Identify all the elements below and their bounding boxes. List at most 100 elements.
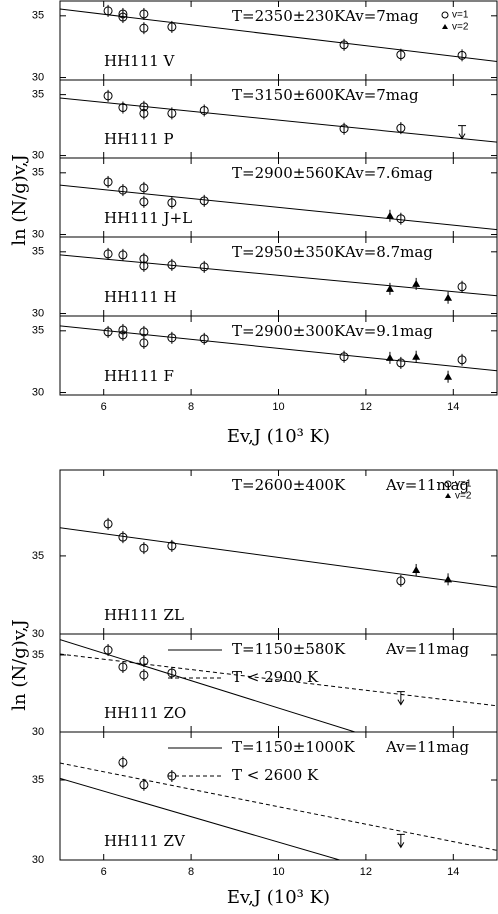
y-tick-label: 30 [32,149,44,161]
marker-circle [199,334,209,344]
marker-circle [139,780,149,790]
marker-circle [118,757,128,767]
panel-label: HH111 ZV [104,832,186,850]
marker-circle [457,282,467,292]
marker-circle [457,355,467,365]
marker-circle [396,50,406,60]
y-tick-label: 30 [32,228,44,240]
marker-circle [118,662,128,672]
marker-circle [339,352,349,362]
fit-line [60,777,340,860]
marker-triangle [385,211,394,219]
y-tick-label: 35 [32,774,44,786]
marker-circle [139,183,149,193]
marker-circle [103,519,113,529]
x-tick-label: 8 [188,401,194,413]
x-axis-label: Ev,J (10³ K) [227,426,330,447]
temperature: T=2350±230K [232,7,346,25]
marker-triangle [412,565,421,573]
marker-circle [396,123,406,133]
fit-line [60,8,497,62]
marker-triangle [444,575,453,583]
marker-circle [103,91,113,101]
extinction: Av=7mag [344,7,419,25]
marker-circle [118,330,128,340]
legend-label: T < 2600 K [232,766,319,784]
y-tick-label: 35 [32,10,44,22]
temperature: T=2950±350K [232,243,346,261]
legend-label: v=1 [452,10,469,21]
marker-circle [167,198,177,208]
legend-label: T < 2900 K [232,668,319,686]
legend-label: v=1 [455,479,472,490]
marker-circle [139,108,149,118]
extinction: Av=11mag [385,640,470,658]
marker-circle [118,103,128,113]
y-tick-label: 35 [32,246,44,258]
marker-circle [167,22,177,32]
fit-line [60,527,497,588]
y-tick-label: 30 [32,71,44,83]
marker-triangle [385,284,394,292]
marker-circle [167,541,177,551]
marker-circle [118,12,128,22]
y-tick-label: 30 [32,854,44,866]
marker-circle [167,668,177,678]
legend-marker [445,493,451,498]
y-tick-label: 35 [32,89,44,101]
x-tick-label: 6 [101,866,107,878]
x-tick-label: 12 [360,401,372,413]
marker-circle [396,358,406,368]
legend-marker [442,24,448,29]
fit-line [60,254,497,297]
legend-label: T=1150±1000K [232,738,355,756]
marker-circle [103,327,113,337]
fit-line [60,653,497,707]
temperature: T=3150±600K [232,86,346,104]
marker-circle [199,105,209,115]
x-tick-label: 10 [272,866,284,878]
x-tick-label: 12 [360,866,372,878]
marker-circle [339,40,349,50]
panel-label: HH111 P [104,130,174,148]
panel-label: HH111 J+L [104,209,192,227]
extinction: Av=11mag [385,738,470,756]
y-tick-label: 30 [32,726,44,738]
y-tick-label: 30 [32,386,44,398]
y-tick-label: 30 [32,628,44,640]
marker-circle [103,249,113,259]
legend-label: v=2 [455,491,472,502]
y-tick-label: 35 [32,167,44,179]
extinction: Av=7.6mag [344,164,433,182]
fit-line [60,762,497,851]
marker-circle [396,214,406,224]
upper-limit [458,125,467,140]
legend-label: v=2 [452,22,469,33]
x-tick-label: 14 [447,866,459,878]
extinction: Av=7mag [344,86,419,104]
temperature: T=2900±560K [232,164,346,182]
panel-label: HH111 ZL [104,606,184,624]
marker-circle [103,6,113,16]
marker-circle [199,196,209,206]
marker-circle [139,261,149,271]
marker-circle [457,50,467,60]
marker-circle [396,576,406,586]
panel-label: HH111 V [104,52,176,70]
marker-circle [118,185,128,195]
fit-line [60,325,497,372]
y-tick-label: 35 [32,325,44,337]
marker-circle [139,9,149,19]
marker-circle [118,250,128,260]
extinction: Av=9.1mag [344,322,433,340]
upper-limit [396,833,405,849]
x-tick-label: 6 [101,401,107,413]
marker-circle [139,656,149,666]
marker-triangle [412,352,421,360]
y-axis-label: ln (N/g)v,J [9,154,30,245]
legend-marker [444,480,452,488]
fit-line [60,639,356,732]
y-tick-label: 35 [32,649,44,661]
y-tick-label: 35 [32,550,44,562]
